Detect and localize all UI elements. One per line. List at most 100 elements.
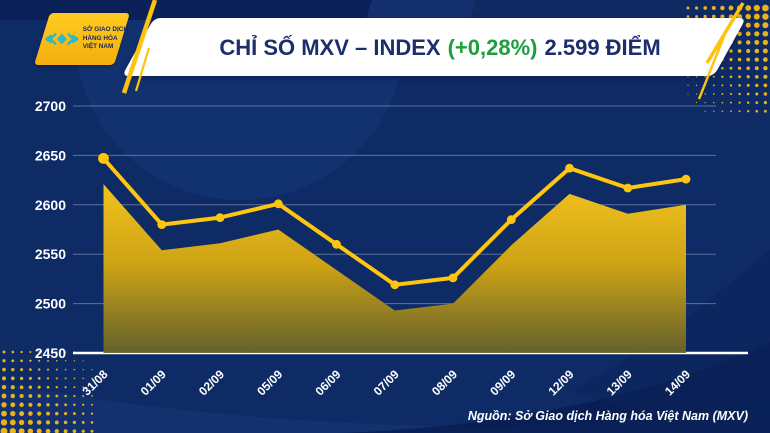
halftone-dot: [2, 367, 6, 372]
halftone-dot: [73, 386, 76, 389]
halftone-dot: [729, 84, 733, 87]
halftone-dot: [55, 368, 58, 371]
halftone-dot: [90, 412, 94, 415]
halftone-dot: [72, 412, 76, 416]
halftone-dot: [29, 350, 32, 354]
halftone-dot: [72, 429, 77, 433]
halftone-dot: [19, 411, 25, 417]
halftone-dot: [72, 420, 76, 424]
halftone-dot: [763, 66, 768, 71]
halftone-dot: [27, 428, 34, 433]
data-point-marker: [390, 280, 400, 290]
chart-title-change: (+0,28%): [447, 34, 538, 60]
data-point-marker: [448, 273, 458, 283]
halftone-dot: [738, 110, 741, 113]
x-tick-label: 05/09: [254, 367, 285, 398]
halftone-dot: [19, 376, 24, 381]
halftone-dot: [10, 402, 16, 408]
halftone-dot: [54, 420, 59, 425]
halftone-dot: [56, 351, 58, 353]
halftone-dot: [1, 410, 7, 417]
data-point-marker: [215, 213, 225, 223]
halftone-dot: [1, 393, 7, 399]
halftone-dot: [695, 84, 698, 87]
data-point-marker: [157, 220, 167, 230]
halftone-dot: [63, 429, 68, 433]
halftone-dots-bottom-left: [0, 350, 94, 433]
halftone-dot: [686, 15, 690, 18]
y-tick-label: 2600: [35, 197, 66, 213]
halftone-dot: [73, 377, 76, 380]
halftone-dot: [63, 420, 68, 425]
y-tick-label: 2500: [35, 296, 66, 312]
halftone-dot: [54, 429, 59, 433]
halftone-dot: [738, 84, 741, 87]
y-tick-label: 2650: [35, 147, 66, 163]
data-point-marker: [623, 183, 633, 193]
halftone-dot: [20, 350, 23, 354]
halftone-dot: [763, 57, 768, 62]
halftone-dot: [11, 350, 15, 354]
halftone-dot: [687, 76, 689, 78]
top-strip-band-2: [470, 0, 770, 20]
halftone-dot: [1, 376, 7, 381]
halftone-dot: [1, 384, 7, 390]
halftone-dot: [10, 376, 15, 381]
y-tick-label: 2450: [35, 345, 66, 361]
area-fill: [103, 184, 686, 353]
halftone-dot: [37, 411, 42, 416]
halftone-dot: [47, 351, 49, 353]
halftone-dot: [695, 93, 698, 95]
halftone-dot: [713, 101, 715, 104]
halftone-dot: [729, 92, 733, 96]
halftone-dot: [687, 84, 689, 86]
halftone-dot: [81, 412, 85, 415]
halftone-dot: [10, 393, 16, 399]
halftone-dot: [763, 74, 768, 79]
halftone-dot: [754, 39, 760, 45]
halftone-dot: [755, 101, 759, 105]
halftone-dot: [82, 395, 85, 397]
halftone-dot: [46, 368, 50, 371]
halftone-dot: [695, 15, 699, 19]
logo-text-line1: SỞ GIAO DỊCH: [82, 25, 128, 33]
halftone-dot: [19, 402, 24, 408]
halftone-dot: [18, 428, 25, 433]
halftone-dot: [91, 395, 93, 397]
halftone-dot: [753, 13, 760, 20]
halftone-dot: [20, 359, 23, 363]
x-tick-label: 07/09: [371, 367, 402, 398]
halftone-dot: [686, 6, 690, 10]
halftone-dot: [46, 411, 50, 416]
halftone-dot: [746, 101, 750, 104]
halftone-dot: [64, 360, 67, 362]
halftone-dot: [55, 394, 59, 398]
halftone-dot: [762, 22, 769, 29]
halftone-dot: [36, 428, 42, 433]
halftone-dot: [90, 421, 94, 424]
logo-text-line2: HÀNG HÓA: [82, 34, 118, 42]
halftone-dot: [91, 403, 93, 406]
halftone-dot: [754, 22, 760, 28]
x-tick-label: 09/09: [487, 367, 518, 398]
halftone-dot: [46, 385, 50, 389]
halftone-dot: [55, 385, 59, 389]
x-tick-label: 12/09: [545, 367, 576, 398]
halftone-dot: [81, 420, 85, 424]
halftone-dot: [745, 31, 751, 37]
halftone-dot: [721, 110, 724, 112]
halftone-dot: [755, 109, 759, 113]
halftone-dot: [762, 4, 769, 12]
y-tick-label: 2700: [35, 98, 66, 114]
halftone-dot: [738, 75, 742, 79]
halftone-dot: [46, 394, 50, 398]
halftone-dot: [747, 110, 750, 113]
halftone-dot: [18, 419, 25, 426]
halftone-dot: [38, 359, 41, 362]
halftone-dot: [738, 101, 741, 104]
chart-title-part2: 2.599 ĐIỂM: [544, 34, 661, 60]
halftone-dot: [29, 368, 32, 371]
logo-text-line3: VIỆT NAM: [82, 43, 114, 51]
data-point-marker: [506, 215, 516, 225]
halftone-dot: [19, 385, 24, 390]
